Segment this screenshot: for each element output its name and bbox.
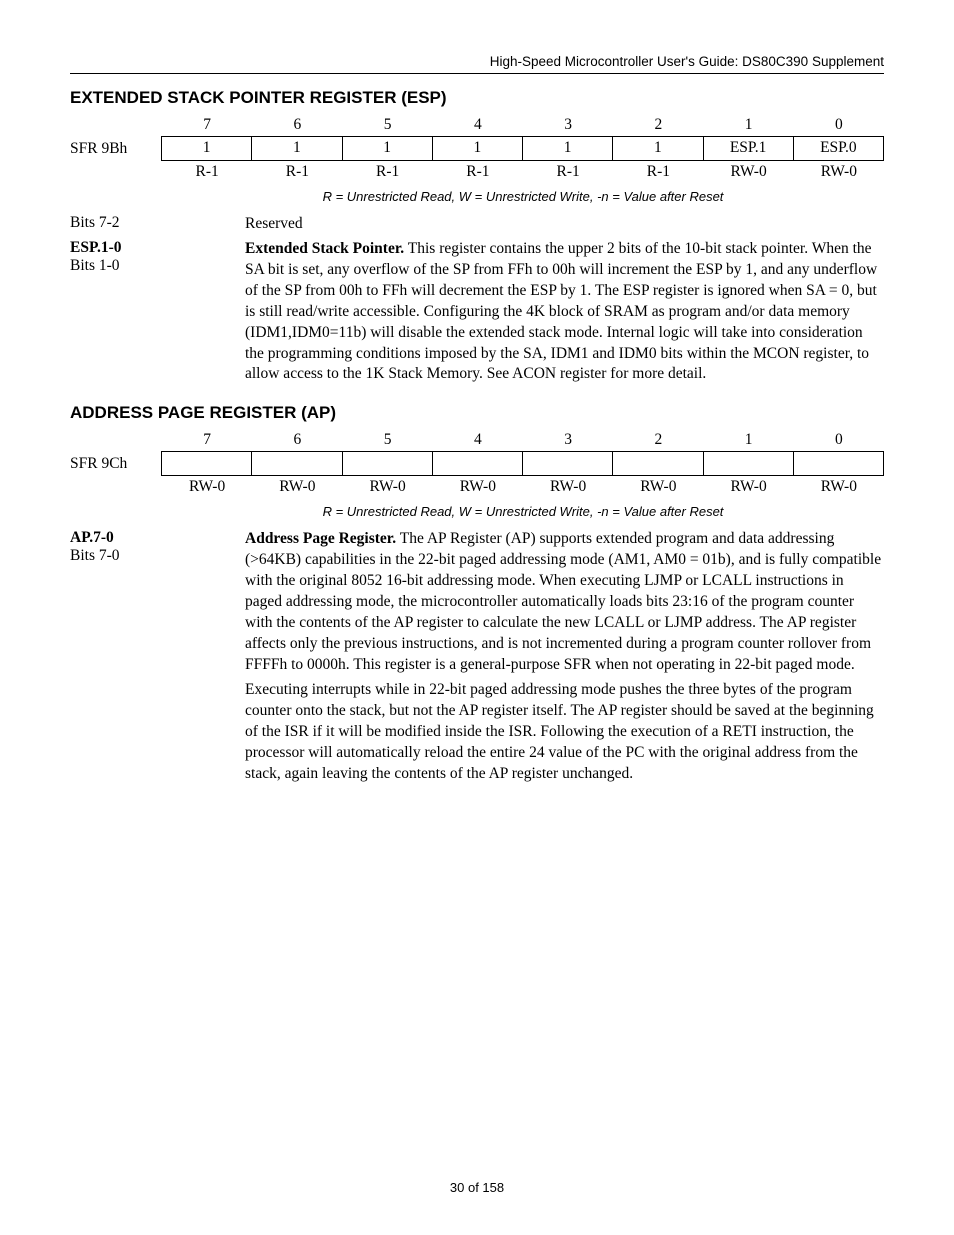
ap-bitnum: 6 bbox=[252, 429, 342, 451]
esp-descriptions: Bits 7-2 Reserved ESP.1-0 Bits 1-0 Exten… bbox=[70, 214, 884, 385]
ap-row1-label bbox=[70, 680, 245, 785]
esp-bitnum: 5 bbox=[343, 114, 433, 136]
ap-val bbox=[612, 451, 703, 476]
esp-sfr-label: SFR 9Bh bbox=[70, 140, 162, 158]
ap-bitnum: 0 bbox=[794, 429, 884, 451]
ap-access: RW-0 bbox=[162, 476, 252, 498]
esp-values-row: SFR 9Bh 1 1 1 1 1 1 ESP.1 ESP.0 bbox=[70, 136, 884, 161]
ap-row0-label: AP.7-0 Bits 7-0 bbox=[70, 529, 245, 675]
ap-access-row: RW-0 RW-0 RW-0 RW-0 RW-0 RW-0 RW-0 RW-0 bbox=[70, 476, 884, 498]
esp-legend: R = Unrestricted Read, W = Unrestricted … bbox=[70, 189, 884, 204]
ap-bitnum: 2 bbox=[613, 429, 703, 451]
ap-val bbox=[522, 451, 613, 476]
esp-access: RW-0 bbox=[794, 161, 884, 183]
esp-bitnum: 6 bbox=[252, 114, 342, 136]
ap-val bbox=[432, 451, 523, 476]
ap-bit-numbers-row: 7 6 5 4 3 2 1 0 bbox=[70, 429, 884, 451]
esp-bitnum: 7 bbox=[162, 114, 252, 136]
ap-title: ADDRESS PAGE REGISTER (AP) bbox=[70, 403, 884, 423]
esp-row0-text: Reserved bbox=[245, 214, 884, 235]
ap-val bbox=[161, 451, 252, 476]
ap-access: RW-0 bbox=[613, 476, 703, 498]
esp-val: 1 bbox=[251, 136, 342, 161]
esp-bitnum: 1 bbox=[704, 114, 794, 136]
esp-row1-label1: ESP.1-0 bbox=[70, 239, 245, 257]
esp-access: R-1 bbox=[343, 161, 433, 183]
ap-bitnum: 7 bbox=[162, 429, 252, 451]
esp-val: 1 bbox=[161, 136, 252, 161]
page-header: High-Speed Microcontroller User's Guide:… bbox=[70, 54, 884, 74]
ap-bitnum: 3 bbox=[523, 429, 613, 451]
esp-access: RW-0 bbox=[704, 161, 794, 183]
ap-val bbox=[251, 451, 342, 476]
ap-descriptions: AP.7-0 Bits 7-0 Address Page Register. T… bbox=[70, 529, 884, 784]
ap-row0-label2: Bits 7-0 bbox=[70, 547, 245, 565]
esp-access: R-1 bbox=[613, 161, 703, 183]
ap-bitnum: 5 bbox=[343, 429, 433, 451]
ap-val bbox=[342, 451, 433, 476]
esp-val: ESP.1 bbox=[703, 136, 794, 161]
esp-val: 1 bbox=[342, 136, 433, 161]
esp-val: ESP.0 bbox=[793, 136, 884, 161]
esp-bit-numbers-row: 7 6 5 4 3 2 1 0 bbox=[70, 114, 884, 136]
esp-access: R-1 bbox=[162, 161, 252, 183]
esp-bitnum: 4 bbox=[433, 114, 523, 136]
esp-row1-lead: Extended Stack Pointer. bbox=[245, 240, 404, 257]
esp-row1-text: Extended Stack Pointer. This register co… bbox=[245, 239, 884, 385]
ap-access: RW-0 bbox=[433, 476, 523, 498]
esp-access-row: R-1 R-1 R-1 R-1 R-1 R-1 RW-0 RW-0 bbox=[70, 161, 884, 183]
ap-access: RW-0 bbox=[704, 476, 794, 498]
ap-bitnum: 4 bbox=[433, 429, 523, 451]
esp-title: EXTENDED STACK POINTER REGISTER (ESP) bbox=[70, 88, 884, 108]
ap-values-row: SFR 9Ch bbox=[70, 451, 884, 476]
esp-row1-label: ESP.1-0 Bits 1-0 bbox=[70, 239, 245, 385]
page-footer: 30 of 158 bbox=[0, 1180, 954, 1195]
esp-val: 1 bbox=[432, 136, 523, 161]
ap-val bbox=[703, 451, 794, 476]
ap-row1-text: Executing interrupts while in 22-bit pag… bbox=[245, 680, 884, 785]
ap-bitnum: 1 bbox=[704, 429, 794, 451]
ap-sfr-label: SFR 9Ch bbox=[70, 455, 162, 473]
ap-legend: R = Unrestricted Read, W = Unrestricted … bbox=[70, 504, 884, 519]
ap-access: RW-0 bbox=[343, 476, 433, 498]
ap-row0-lead: Address Page Register. bbox=[245, 530, 396, 547]
esp-bitnum: 0 bbox=[794, 114, 884, 136]
esp-bitnum: 3 bbox=[523, 114, 613, 136]
esp-access: R-1 bbox=[433, 161, 523, 183]
ap-row0-label1: AP.7-0 bbox=[70, 529, 245, 547]
esp-val: 1 bbox=[612, 136, 703, 161]
esp-access: R-1 bbox=[523, 161, 613, 183]
ap-row0-text: Address Page Register. The AP Register (… bbox=[245, 529, 884, 675]
ap-access: RW-0 bbox=[252, 476, 342, 498]
ap-access: RW-0 bbox=[794, 476, 884, 498]
esp-bitnum: 2 bbox=[613, 114, 703, 136]
esp-row1-body: This register contains the upper 2 bits … bbox=[245, 240, 877, 383]
esp-row0-label1: Bits 7-2 bbox=[70, 214, 245, 232]
esp-access: R-1 bbox=[252, 161, 342, 183]
ap-val bbox=[793, 451, 884, 476]
ap-row0-body: The AP Register (AP) supports extended p… bbox=[245, 530, 881, 673]
esp-row1-label2: Bits 1-0 bbox=[70, 257, 245, 275]
esp-val: 1 bbox=[522, 136, 613, 161]
esp-row0-label: Bits 7-2 bbox=[70, 214, 245, 235]
ap-access: RW-0 bbox=[523, 476, 613, 498]
